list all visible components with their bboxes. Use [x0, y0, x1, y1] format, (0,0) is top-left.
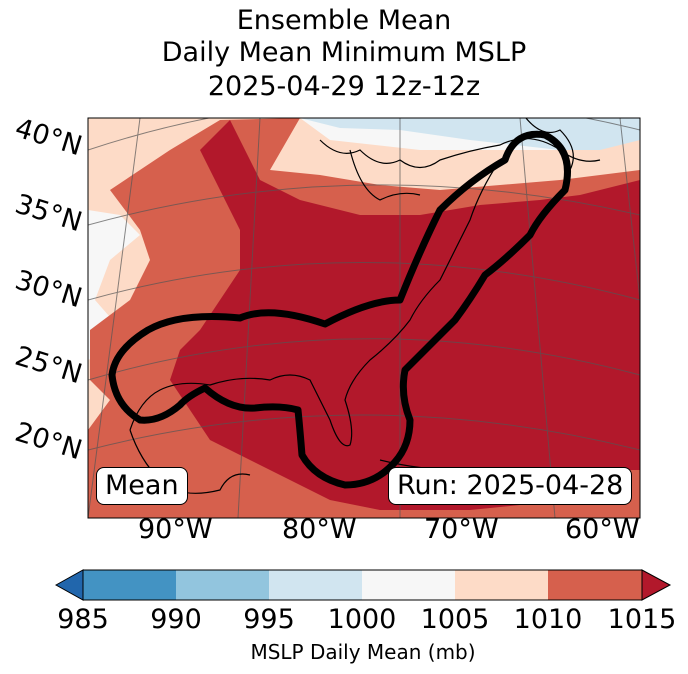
colorbar-tick-1015: 1015: [607, 604, 677, 635]
colorbar-swatch-985-990: [83, 570, 176, 600]
band-gt-1015: [170, 120, 640, 510]
map-frame: [87, 117, 641, 519]
colorbar-tick-1005: 1005: [420, 604, 490, 635]
colorbar-extend-high: [641, 569, 672, 601]
title-line-1: Ensemble Mean: [236, 5, 452, 36]
colorbar-tick-990: 990: [150, 604, 202, 635]
colorbar-label: MSLP Daily Mean (mb): [250, 640, 476, 664]
colorbar-tick-995: 995: [243, 604, 295, 635]
colorbar-swatch-1010-1015: [548, 570, 642, 600]
map: [87, 117, 641, 519]
band-995-1000: [300, 118, 640, 160]
lon-label-90w: 90°W: [138, 514, 213, 545]
colorbar-extend-low: [54, 569, 84, 601]
mean-label-box: Mean: [96, 467, 188, 505]
lon-label-70w: 70°W: [424, 514, 499, 545]
colorbar: [54, 569, 672, 601]
title-line-2: Daily Mean Minimum MSLP: [161, 37, 527, 68]
lon-label-80w: 80°W: [282, 514, 357, 545]
mslp-contour: [108, 130, 571, 489]
colorbar-tick-1000: 1000: [327, 604, 397, 635]
colorbar-swatch-1000-1005: [362, 570, 455, 600]
colorbar-swatch-990-995: [176, 570, 269, 600]
colorbar-frame: [82, 569, 643, 601]
lon-label-60w: 60°W: [565, 514, 640, 545]
colorbar-tick-1010: 1010: [513, 604, 583, 635]
colorbar-tick-985: 985: [57, 604, 109, 635]
title-line-3: 2025-04-29 12z-12z: [207, 71, 481, 102]
colorbar-swatch-995-1000: [269, 570, 362, 600]
colorbar-swatch-1005-1010: [455, 570, 548, 600]
run-label-box: Run: 2025-04-28: [388, 467, 633, 505]
